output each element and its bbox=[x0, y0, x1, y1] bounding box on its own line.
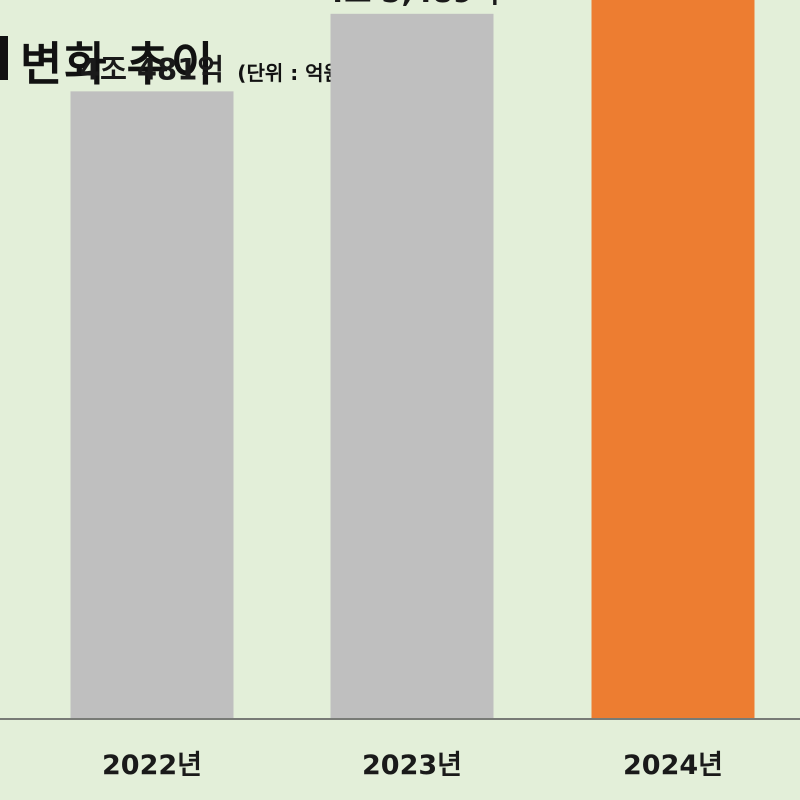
bar-2022년 bbox=[70, 91, 234, 718]
category-label: 2024년 bbox=[623, 750, 723, 781]
bars-group bbox=[70, 0, 755, 719]
bar-2023년 bbox=[330, 13, 494, 719]
chart-title: 변화 추이 bbox=[20, 37, 216, 91]
data-label: 4조 481억 bbox=[80, 52, 224, 86]
data-label: 4조 5,489억 bbox=[324, 0, 499, 9]
labels-group: 4조 481억2022년4조 5,489억2023년4조 7,929억2024년 bbox=[80, 0, 723, 781]
category-label: 2023년 bbox=[362, 750, 462, 781]
bar-2024년 bbox=[591, 0, 755, 718]
category-label: 2022년 bbox=[102, 750, 202, 781]
title-marker bbox=[0, 36, 8, 80]
